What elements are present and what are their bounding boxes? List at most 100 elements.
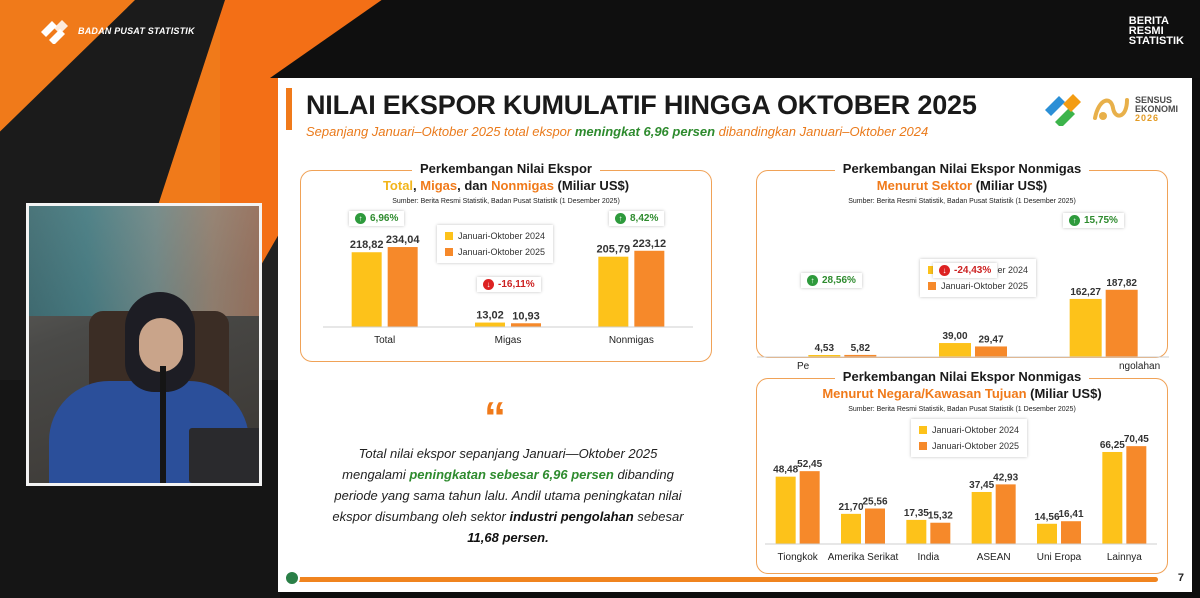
category-label-1: Amerika Serikat bbox=[828, 552, 899, 563]
category-label-clipped-left: Pe bbox=[797, 361, 810, 372]
chart1-subtitle-a: Total bbox=[382, 178, 414, 193]
chart1-subtitle-b: Migas bbox=[420, 178, 458, 193]
data-label-2024-0: 4,53 bbox=[815, 343, 835, 354]
quote-line-2-post: dibanding bbox=[613, 467, 674, 482]
quote-line-2-pre: mengalami bbox=[342, 467, 410, 482]
sensus-swirl-icon bbox=[1092, 98, 1129, 120]
chart1-change-nonmigas-text: 8,42% bbox=[630, 213, 659, 224]
chart1-change-migas-text: -16,11% bbox=[498, 279, 535, 290]
legend-row-2025: Januari-Oktober 2025 bbox=[928, 278, 1028, 294]
data-label-2024-2: 17,35 bbox=[904, 508, 929, 519]
bar-2025-1 bbox=[511, 323, 541, 327]
bar-2025-3 bbox=[995, 484, 1016, 544]
legend-swatch-2025 bbox=[445, 248, 453, 256]
sensus-year: 2026 bbox=[1134, 112, 1160, 123]
legend-row-2024: Januari-Oktober 2024 bbox=[445, 228, 545, 244]
bar-2024-1 bbox=[475, 322, 505, 327]
data-label-2025-3: 42,93 bbox=[993, 472, 1018, 483]
bar-2024-2 bbox=[1069, 298, 1102, 357]
chart2-change-sector2-text: -24,43% bbox=[954, 265, 992, 276]
title-accent-bar bbox=[286, 88, 292, 130]
chart1-title: Perkembangan Nilai Ekspor bbox=[412, 161, 600, 176]
page-number: 7 bbox=[1177, 572, 1184, 584]
data-label-2025-1: 25,56 bbox=[862, 497, 887, 508]
legend-swatch-2024 bbox=[928, 266, 936, 274]
chart2-title-box: Perkembangan Nilai Ekspor Nonmigas bbox=[757, 161, 1167, 176]
footer-badge-icon bbox=[284, 570, 300, 586]
brs-line-3: STATISTIK bbox=[1128, 35, 1184, 47]
quote-line-4-highlight: industri pengolahan bbox=[509, 509, 634, 524]
chart-panel-total: Perkembangan Nilai Ekspor Total, Migas, … bbox=[300, 161, 712, 362]
brs-line-1: BERITA bbox=[1128, 15, 1169, 27]
chart1-change-total-text: 6,96% bbox=[370, 213, 399, 224]
bar-2024-2 bbox=[598, 256, 629, 327]
brs-logo: BERITA RESMI STATISTIK bbox=[1128, 15, 1184, 47]
legend-swatch-2025 bbox=[919, 442, 927, 450]
chart3-subtitle: Menurut Negara/Kawasan Tujuan (Miliar US… bbox=[757, 386, 1167, 401]
bar-2024-2 bbox=[906, 519, 927, 544]
data-label-2024-2: 162,27 bbox=[1070, 287, 1101, 298]
data-label-2025-0: 234,04 bbox=[386, 234, 421, 246]
data-label-2024-5: 66,25 bbox=[1100, 440, 1125, 451]
data-label-2024-1: 21,70 bbox=[838, 502, 863, 513]
dark-band-top bbox=[270, 0, 1200, 78]
chart1-source: Sumber: Berita Resmi Statistik, Badan Pu… bbox=[392, 198, 620, 205]
sensus-words: SENSUS EKONOMI 2026 bbox=[1134, 94, 1178, 123]
category-label-clipped-right: ngolahan bbox=[1119, 361, 1160, 372]
bar-2024-0 bbox=[808, 355, 841, 357]
legend-row-2025: Januari-Oktober 2025 bbox=[445, 244, 545, 260]
chart1-change-nonmigas: ↑ 8,42% bbox=[609, 211, 665, 226]
bar-2024-1 bbox=[939, 343, 971, 357]
bar-2024-4 bbox=[1037, 523, 1057, 544]
legend-swatch-2025 bbox=[928, 282, 936, 290]
chart3-legend: Januari-Oktober 2024 Januari-Oktober 202… bbox=[911, 419, 1028, 457]
chart3-subtitle-unit: (Miliar US$) bbox=[1026, 386, 1102, 401]
legend-label-2024: Januari-Oktober 2024 bbox=[932, 425, 1020, 435]
bar-2024-0 bbox=[775, 476, 796, 544]
chart2-change-sector2: ↓ -24,43% bbox=[933, 263, 998, 278]
bar-2025-0 bbox=[844, 354, 877, 357]
category-label-4: Uni Eropa bbox=[1037, 552, 1082, 563]
legend-row-2024: Januari-Oktober 2024 bbox=[919, 422, 1019, 438]
chart1-subtitle-sep2: , dan bbox=[457, 178, 492, 193]
bar-2025-4 bbox=[1061, 521, 1081, 544]
chart1-svg: 218,82 234,04 Total 13,02 10,93 Migas 205,79 22… bbox=[323, 234, 693, 346]
chart-panel-destination: Perkembangan Nilai Ekspor Nonmigas Menur… bbox=[756, 369, 1168, 574]
chart1-subtitle-unit: (Miliar US$) bbox=[553, 178, 630, 193]
laptop bbox=[189, 428, 259, 483]
data-label-2024-3: 37,45 bbox=[969, 480, 994, 491]
speaker-webcam bbox=[26, 203, 262, 486]
bar-2025-5 bbox=[1126, 446, 1147, 544]
bar-2025-2 bbox=[930, 522, 951, 544]
legend-label-2024: Januari-Oktober 2024 bbox=[458, 231, 546, 241]
category-label-3: ASEAN bbox=[977, 552, 1011, 563]
subtitle-highlight: meningkat 6,96 persen bbox=[574, 124, 716, 139]
sensus-ekonomi-logo: SENSUS EKONOMI 2026 bbox=[1043, 92, 1178, 126]
category-label-1: Migas bbox=[495, 335, 522, 346]
bar-2025-1 bbox=[865, 508, 885, 544]
bar-2024-0 bbox=[351, 252, 382, 327]
bps-logo-icon bbox=[41, 20, 68, 44]
chart1-subtitle-c: Nonmigas bbox=[491, 178, 554, 193]
chart3-subtitle-a: Menurut Negara/Kawasan Tujuan bbox=[822, 386, 1027, 401]
microphone bbox=[160, 366, 166, 483]
chart1-subtitle: Total, Migas, dan Nonmigas (Miliar US$) bbox=[301, 178, 711, 193]
bar-2025-0 bbox=[387, 247, 418, 327]
data-label-2025-2: 15,32 bbox=[928, 511, 953, 522]
chart3-title: Perkembangan Nilai Ekspor Nonmigas bbox=[834, 369, 1090, 384]
data-label-2025-0: 52,45 bbox=[797, 459, 822, 470]
bar-2025-1 bbox=[975, 346, 1007, 357]
chart2-svg: 4,53 5,82 39,00 29,47 162,27 187,82 Pe ngolahan bbox=[757, 278, 1169, 372]
sensus-word: SENSUS bbox=[1134, 94, 1172, 105]
down-arrow-icon: ↓ bbox=[939, 265, 950, 276]
quote-line-4-post: sebesar bbox=[633, 509, 684, 524]
bar-2024-3 bbox=[971, 491, 992, 544]
presentation-slide: NILAI EKSPOR KUMULATIF HINGGA OKTOBER 20… bbox=[278, 78, 1192, 592]
chart1-title-box: Perkembangan Nilai Ekspor bbox=[301, 161, 711, 176]
subtitle-post: dibandingkan Januari–Oktober 2024 bbox=[715, 124, 929, 139]
quote-line-5: 11,68 persen. bbox=[467, 530, 549, 545]
footer-line bbox=[290, 577, 1158, 582]
legend-label-2025: Januari-Oktober 2025 bbox=[458, 247, 546, 257]
chart1-change-migas: ↓ -16,11% bbox=[477, 277, 541, 292]
